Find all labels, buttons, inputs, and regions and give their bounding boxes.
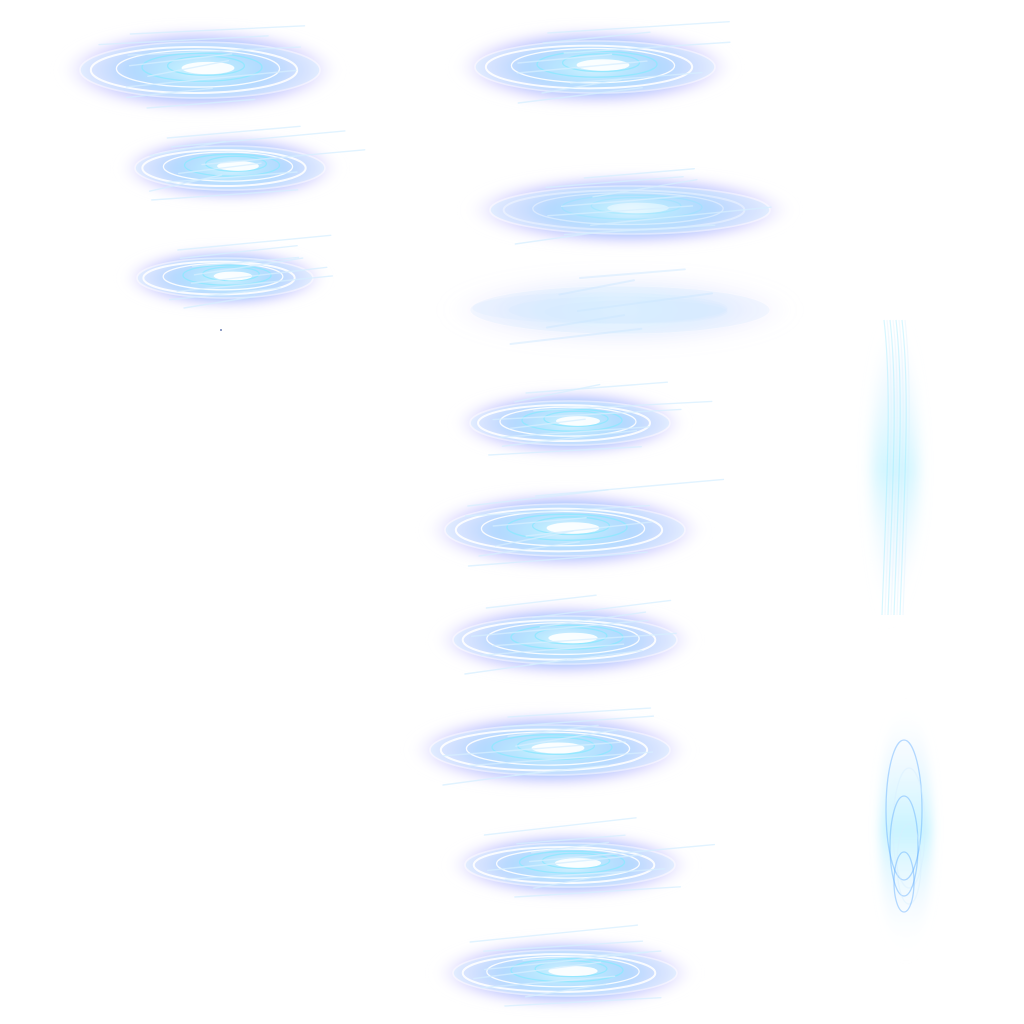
- vortex-svg: [400, 700, 820, 800]
- vortex-svg: [420, 365, 830, 470]
- vortex-svg: [420, 815, 830, 915]
- vortex-svg: [400, 480, 820, 580]
- sprite-frame-right-3: [450, 270, 810, 350]
- sprite-frame-right-2: [450, 165, 810, 255]
- vertical-trail-svg: [850, 680, 960, 1000]
- vortex-core: [556, 416, 600, 426]
- vertical-trail-lower: [850, 680, 960, 1000]
- vortex-svg: [450, 270, 810, 350]
- sprite-frame-left-3: [40, 230, 420, 325]
- sprite-frame-right-9: [420, 925, 830, 1024]
- sprite-frame-right-4: [420, 365, 830, 470]
- vortex-svg: [40, 230, 420, 325]
- trail-body: [880, 700, 932, 960]
- sprite-frame-right-8: [420, 815, 830, 915]
- sprite-frame-right-1: [420, 15, 800, 115]
- stray-pixel: [220, 329, 222, 331]
- sprite-frame-left-2: [40, 120, 420, 215]
- vortex-svg: [10, 10, 410, 115]
- vortex-svg: [450, 165, 810, 255]
- vortex-svg: [40, 120, 420, 215]
- vertical-trail-svg: [840, 300, 940, 640]
- vortex-svg: [420, 15, 800, 115]
- sprite-frame-right-7: [400, 700, 820, 800]
- vertical-trail-upper: [840, 300, 940, 640]
- vortex-svg: [420, 925, 830, 1024]
- sprite-frame-left-1: [10, 10, 410, 115]
- sprite-frame-right-6: [400, 590, 820, 690]
- vortex-svg: [400, 590, 820, 690]
- sprite-frame-right-5: [400, 480, 820, 580]
